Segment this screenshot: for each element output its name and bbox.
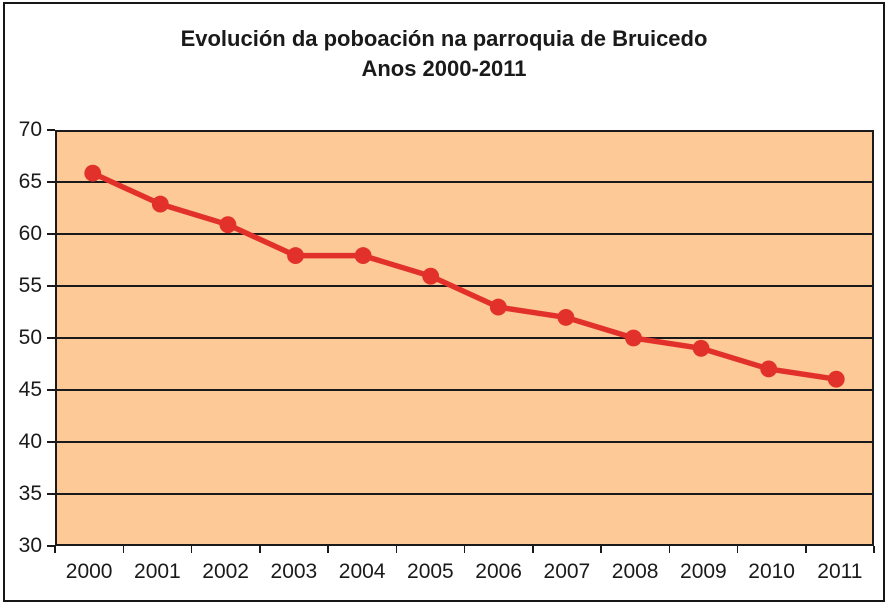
population-line [91, 170, 837, 382]
y-axis-tick-mark [47, 493, 55, 495]
y-axis-tick-mark [47, 285, 55, 287]
x-axis-tick-label: 2005 [407, 560, 454, 583]
x-axis-tick-mark [327, 546, 329, 553]
y-axis-tick-label: 30 [18, 534, 42, 557]
x-axis-tick-mark [122, 546, 124, 553]
x-axis-tick-mark [805, 546, 807, 553]
y-axis-tick-mark [47, 441, 55, 443]
y-axis-tick-mark [47, 181, 55, 183]
x-axis-tick-label: 2003 [270, 560, 318, 583]
x-axis-tick-label: 2008 [611, 560, 659, 583]
data-point-marker [692, 339, 710, 357]
y-gridline [57, 181, 872, 183]
y-gridline [57, 389, 872, 391]
y-axis-tick-label: 65 [18, 170, 42, 193]
x-axis-tick-mark [668, 546, 670, 553]
data-point-marker [489, 298, 507, 316]
x-axis-tick-mark [54, 546, 56, 553]
plot-area [55, 130, 874, 546]
y-axis-tick-label: 35 [18, 482, 42, 505]
x-axis-tick-label: 2006 [475, 560, 522, 583]
y-axis-tick-mark [47, 129, 55, 131]
y-axis-tick-label: 55 [18, 274, 42, 297]
data-point-marker [557, 308, 575, 326]
y-axis-tick-label: 40 [18, 430, 42, 453]
data-point-marker [354, 247, 372, 265]
y-gridline [57, 285, 872, 287]
x-axis-tick-mark [259, 546, 261, 553]
data-point-marker [422, 267, 440, 285]
y-axis-tick-mark [47, 337, 55, 339]
x-axis-tick-label: 2000 [65, 560, 113, 583]
y-axis-tick-label: 70 [18, 118, 42, 141]
x-axis-tick-label: 2009 [680, 560, 727, 583]
y-gridline [57, 233, 872, 235]
data-point-marker [84, 164, 102, 182]
x-axis-tick-mark [873, 546, 875, 553]
y-axis-tick-label: 45 [18, 378, 42, 401]
x-axis-tick-mark [532, 546, 534, 553]
chart-title: Evolución da poboación na parroquia de B… [3, 24, 885, 84]
x-axis-tick-label: 2010 [748, 560, 795, 583]
x-axis-tick-mark [395, 546, 397, 553]
chart-title-line2: Anos 2000-2011 [361, 56, 527, 81]
data-point-marker [287, 247, 304, 265]
y-axis-tick-label: 50 [18, 326, 42, 349]
y-axis-tick-mark [47, 233, 55, 235]
x-axis-tick-label: 2002 [202, 560, 249, 583]
y-axis-tick-label: 60 [18, 222, 42, 245]
y-axis-tick-mark [47, 389, 55, 391]
x-axis-tick-mark [190, 546, 193, 553]
x-axis-tick-label: 2007 [543, 560, 591, 583]
chart-title-line1: Evolución da poboación na parroquia de B… [180, 26, 708, 51]
x-axis-tick-mark [600, 546, 602, 553]
x-axis-tick-mark [463, 546, 466, 553]
x-axis-tick-label: 2011 [817, 560, 863, 583]
y-gridline [57, 337, 872, 339]
data-point-marker [625, 329, 642, 347]
x-axis-tick-label: 2004 [338, 560, 386, 583]
data-point-marker [760, 360, 778, 378]
y-axis-tick-mark [47, 545, 55, 547]
y-gridline [57, 441, 872, 443]
y-gridline [57, 493, 872, 495]
data-point-marker [219, 216, 237, 234]
data-point-marker [827, 370, 845, 388]
line-series-svg [84, 164, 845, 388]
data-point-marker [151, 195, 169, 213]
x-axis-tick-label: 2001 [134, 560, 181, 583]
x-axis-tick-mark [736, 546, 739, 553]
